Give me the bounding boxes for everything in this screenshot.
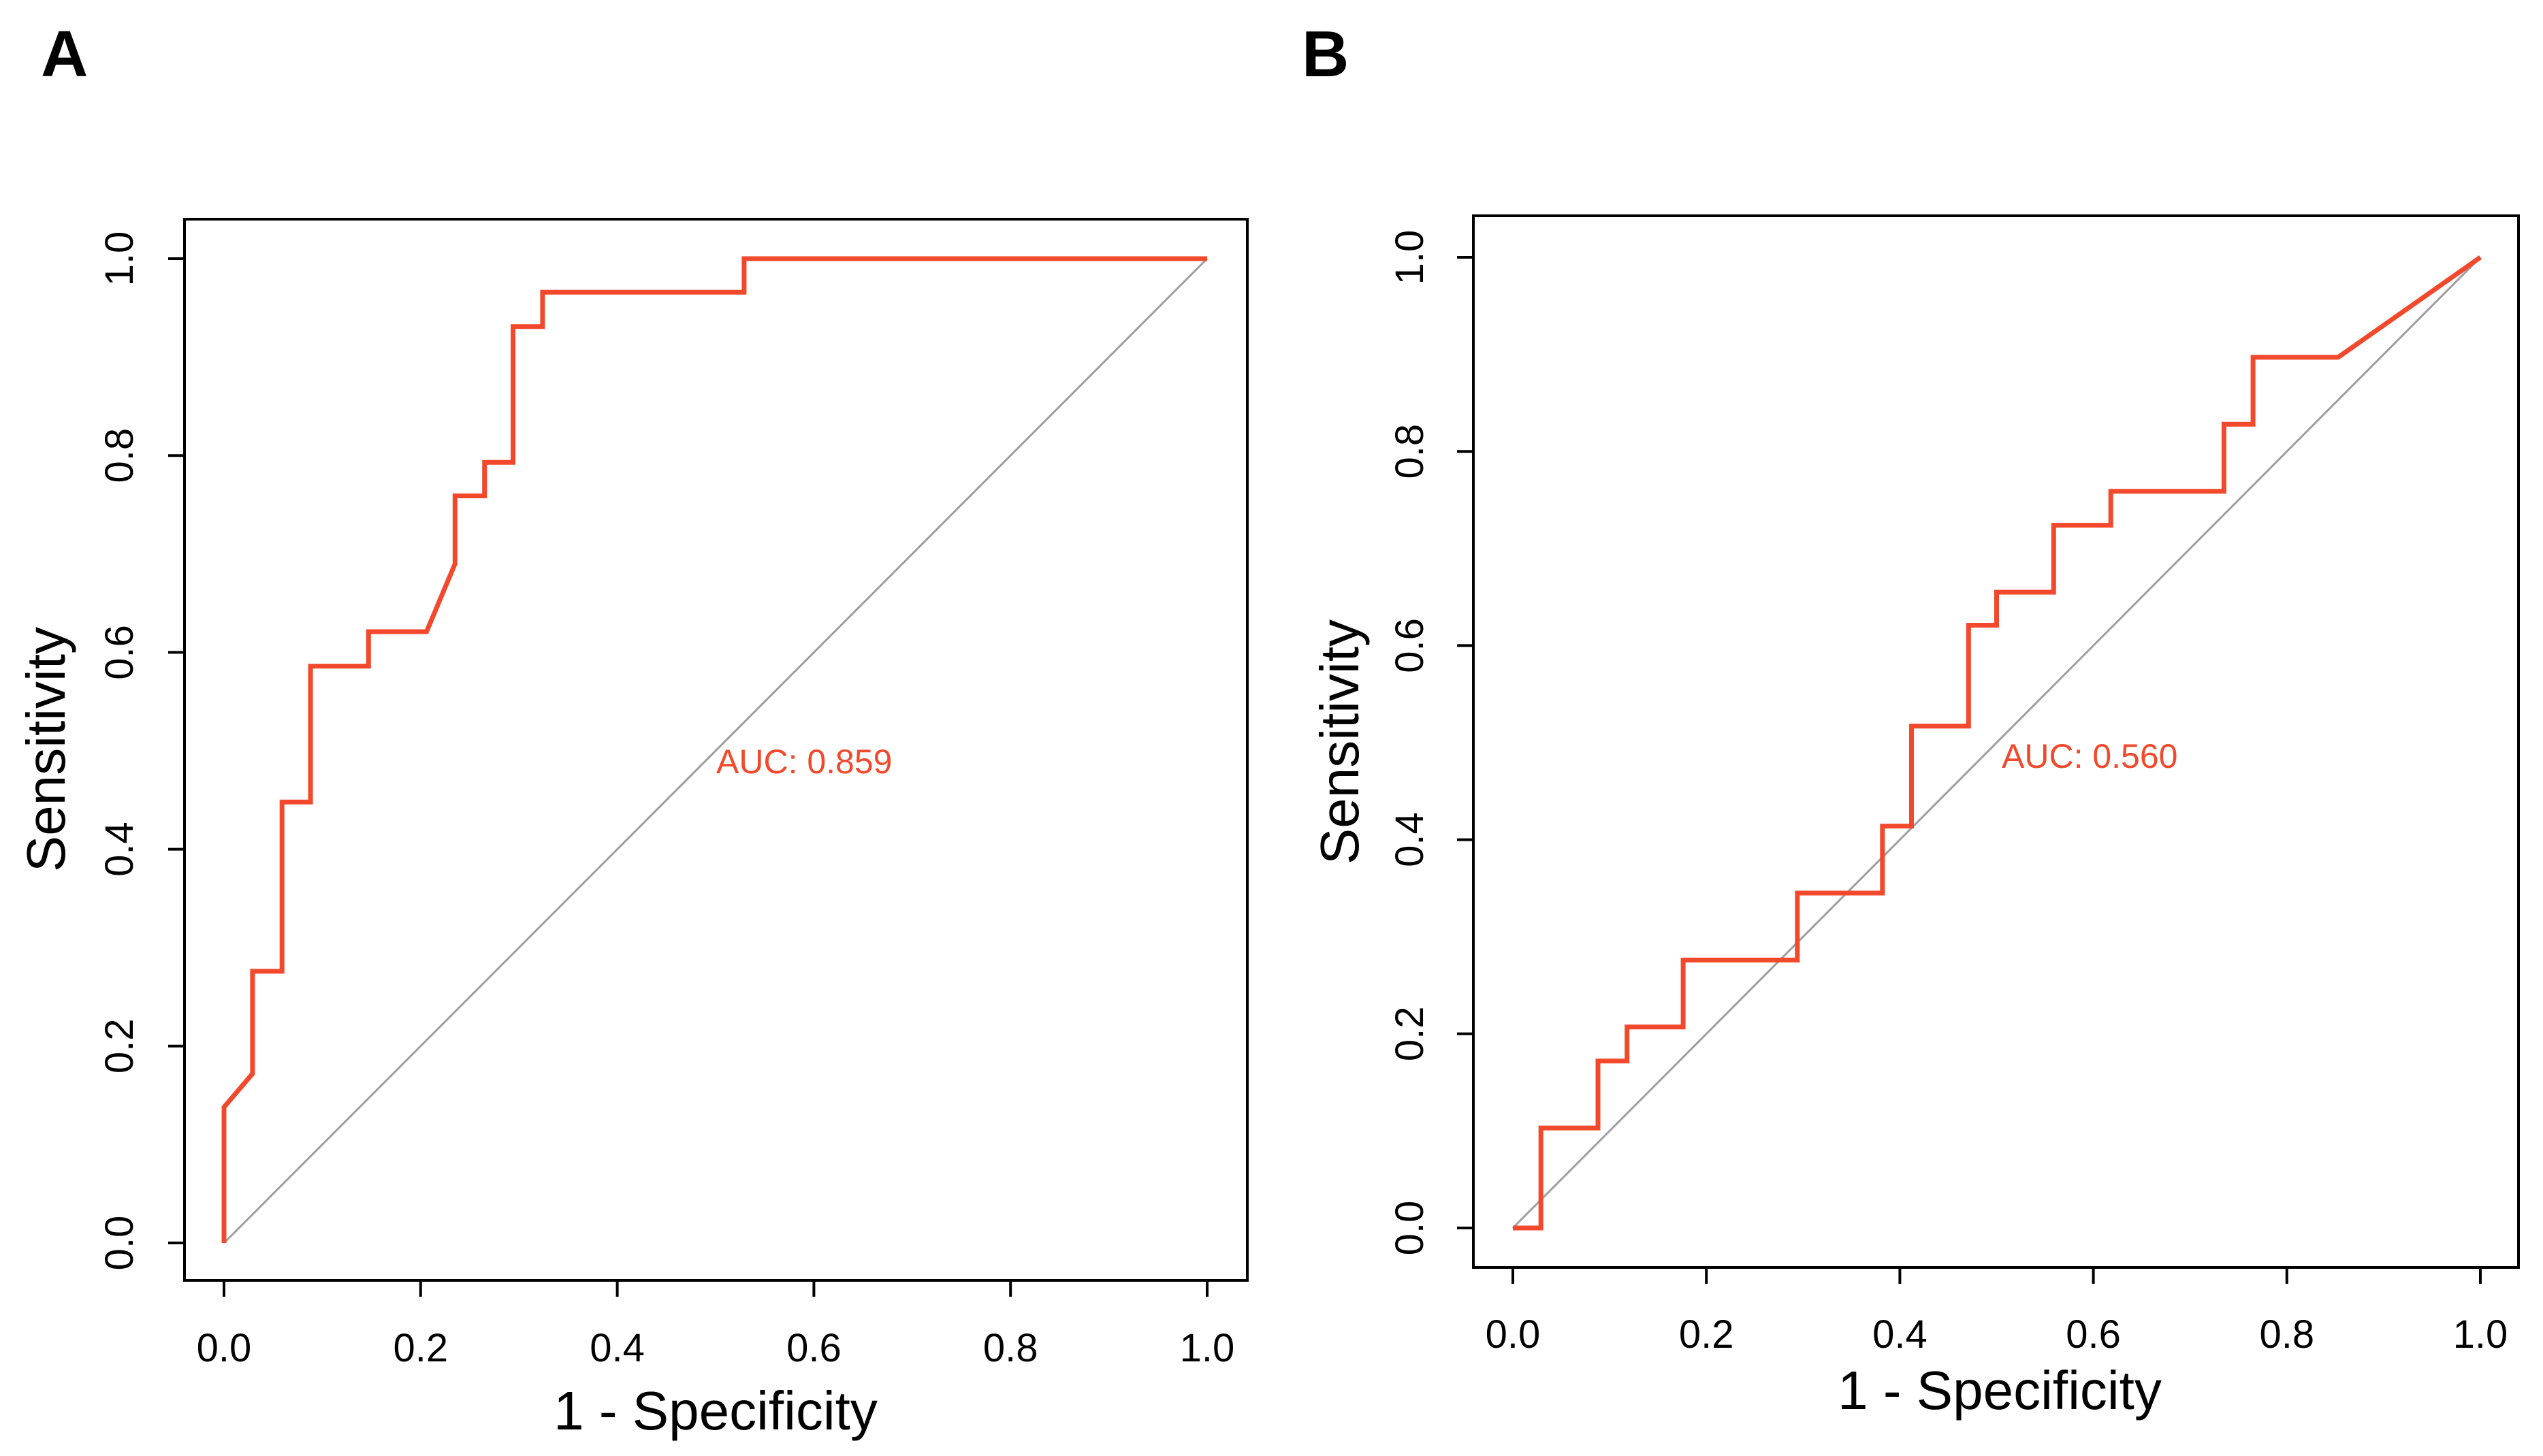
x-tick-label: 0.0 — [1486, 1312, 1541, 1357]
y-tick-label: 0.6 — [97, 625, 142, 680]
y-tick-label: 0.2 — [97, 1018, 142, 1073]
y-tick-label: 0.8 — [1388, 424, 1432, 479]
roc-panel-a: A 0.0 0.2 0.4 0.6 0.8 1.0 0.0 0.2 0.4 0.6 0.8 1.0 A… — [16, 18, 1249, 1441]
x-tick-label: 0.2 — [1679, 1312, 1734, 1357]
axis-ticks-a: 0.0 0.2 0.4 0.6 0.8 1.0 0.0 0.2 0.4 0.6 0.8 1.0 — [97, 231, 1234, 1370]
auc-label-b: AUC: 0.560 — [2002, 737, 2177, 775]
y-tick-label: 1.0 — [97, 231, 142, 287]
reference-diagonal-b — [1512, 256, 2482, 1229]
axis-ticks-b: 0.0 0.2 0.4 0.6 0.8 1.0 0.0 0.2 0.4 0.6 0.8 1.0 — [1388, 230, 2508, 1357]
y-tick-label: 0.6 — [1388, 618, 1432, 673]
x-tick-label: 0.2 — [393, 1326, 448, 1370]
x-tick-label: 0.6 — [2066, 1312, 2121, 1357]
x-tick-label: 0.4 — [590, 1326, 645, 1370]
x-tick-label: 1.0 — [2453, 1312, 2508, 1357]
y-tick-label: 0.0 — [97, 1216, 142, 1271]
y-tick-label: 0.0 — [1388, 1201, 1432, 1256]
reference-diagonal-a — [223, 257, 1209, 1244]
roc-curve-a — [221, 256, 1207, 1243]
roc-panel-b: B 0.0 0.2 0.4 0.6 0.8 1.0 0.0 0.2 0.4 0.6 0.8 1.0 A… — [1302, 18, 2520, 1421]
x-axis-title-b: 1 - Specificity — [1838, 1360, 2162, 1421]
auc-label-a: AUC: 0.859 — [716, 743, 892, 781]
panel-letter-a: A — [41, 18, 88, 91]
x-tick-label: 0.4 — [1872, 1312, 1928, 1357]
y-axis-title-b: Sensitivity — [1309, 619, 1370, 864]
y-tick-label: 0.4 — [1388, 812, 1432, 867]
y-axis-title-a: Sensitivity — [16, 627, 76, 872]
roc-curve-b — [1513, 255, 2482, 1231]
y-tick-label: 0.4 — [97, 822, 142, 877]
x-tick-label: 0.8 — [983, 1326, 1038, 1370]
x-axis-title-a: 1 - Specificity — [554, 1380, 878, 1441]
panel-letter-b: B — [1302, 18, 1349, 91]
y-tick-label: 1.0 — [1388, 230, 1432, 285]
y-tick-label: 0.2 — [1388, 1006, 1432, 1061]
x-tick-label: 1.0 — [1180, 1326, 1235, 1370]
x-tick-label: 0.0 — [197, 1326, 252, 1370]
x-tick-label: 0.8 — [2259, 1312, 2314, 1357]
y-tick-label: 0.8 — [97, 428, 142, 483]
x-tick-label: 0.6 — [786, 1326, 842, 1370]
